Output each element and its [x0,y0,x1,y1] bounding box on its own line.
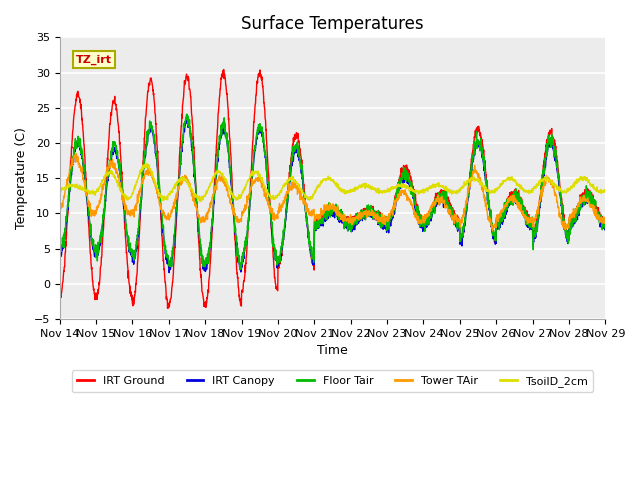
TsoilD_2cm [143,161,150,167]
Tower TAir [208,194,216,200]
IRT Ground [602,221,609,227]
TsoilD_2cm [349,187,356,192]
IRT Canopy [492,241,499,247]
Floor Tair [349,222,356,228]
TsoilD_2cm [209,176,216,182]
IRT Canopy [602,225,609,230]
Tower TAir [569,214,577,219]
TsoilD_2cm [56,189,63,194]
Tower TAir [489,228,497,234]
Tower TAir [56,209,63,215]
Floor Tair [236,266,244,272]
IRT Canopy [56,255,63,261]
IRT Ground [164,305,172,311]
TsoilD_2cm [492,187,499,193]
IRT Ground [349,221,356,227]
Floor Tair [492,234,499,240]
Tower TAir [72,151,80,156]
Legend: IRT Ground, IRT Canopy, Floor Tair, Tower TAir, TsoilD_2cm: IRT Ground, IRT Canopy, Floor Tair, Towe… [72,371,593,392]
Floor Tair [569,223,577,229]
IRT Ground [56,291,63,297]
Tower TAir [348,219,356,225]
IRT Canopy [165,270,173,276]
Text: TZ_irt: TZ_irt [76,55,112,65]
TsoilD_2cm [360,184,368,190]
TsoilD_2cm [602,189,609,194]
Tower TAir [360,209,368,215]
TsoilD_2cm [569,184,577,190]
Tower TAir [492,224,499,230]
IRT Canopy [360,216,368,221]
IRT Ground [492,240,499,245]
Y-axis label: Temperature (C): Temperature (C) [15,127,28,229]
IRT Canopy [554,170,561,176]
Floor Tair [56,249,63,255]
Line: TsoilD_2cm: TsoilD_2cm [60,164,605,202]
IRT Canopy [569,224,577,229]
Floor Tair [208,216,216,222]
TsoilD_2cm [196,199,204,204]
Floor Tair [360,212,368,218]
Floor Tair [554,161,561,167]
Line: Floor Tair: Floor Tair [60,114,605,269]
IRT Ground [220,67,227,72]
X-axis label: Time: Time [317,344,348,357]
IRT Ground [208,228,216,234]
TsoilD_2cm [554,184,561,190]
IRT Ground [554,158,561,164]
Floor Tair [602,218,609,224]
Floor Tair [183,111,191,117]
Line: Tower TAir: Tower TAir [60,154,605,231]
Tower TAir [554,199,561,204]
Title: Surface Temperatures: Surface Temperatures [241,15,424,33]
Line: IRT Canopy: IRT Canopy [60,118,605,273]
IRT Canopy [349,224,356,230]
IRT Canopy [182,115,190,121]
IRT Ground [360,206,368,212]
IRT Canopy [209,222,216,228]
IRT Ground [569,213,577,219]
Tower TAir [602,216,609,222]
Line: IRT Ground: IRT Ground [60,70,605,308]
